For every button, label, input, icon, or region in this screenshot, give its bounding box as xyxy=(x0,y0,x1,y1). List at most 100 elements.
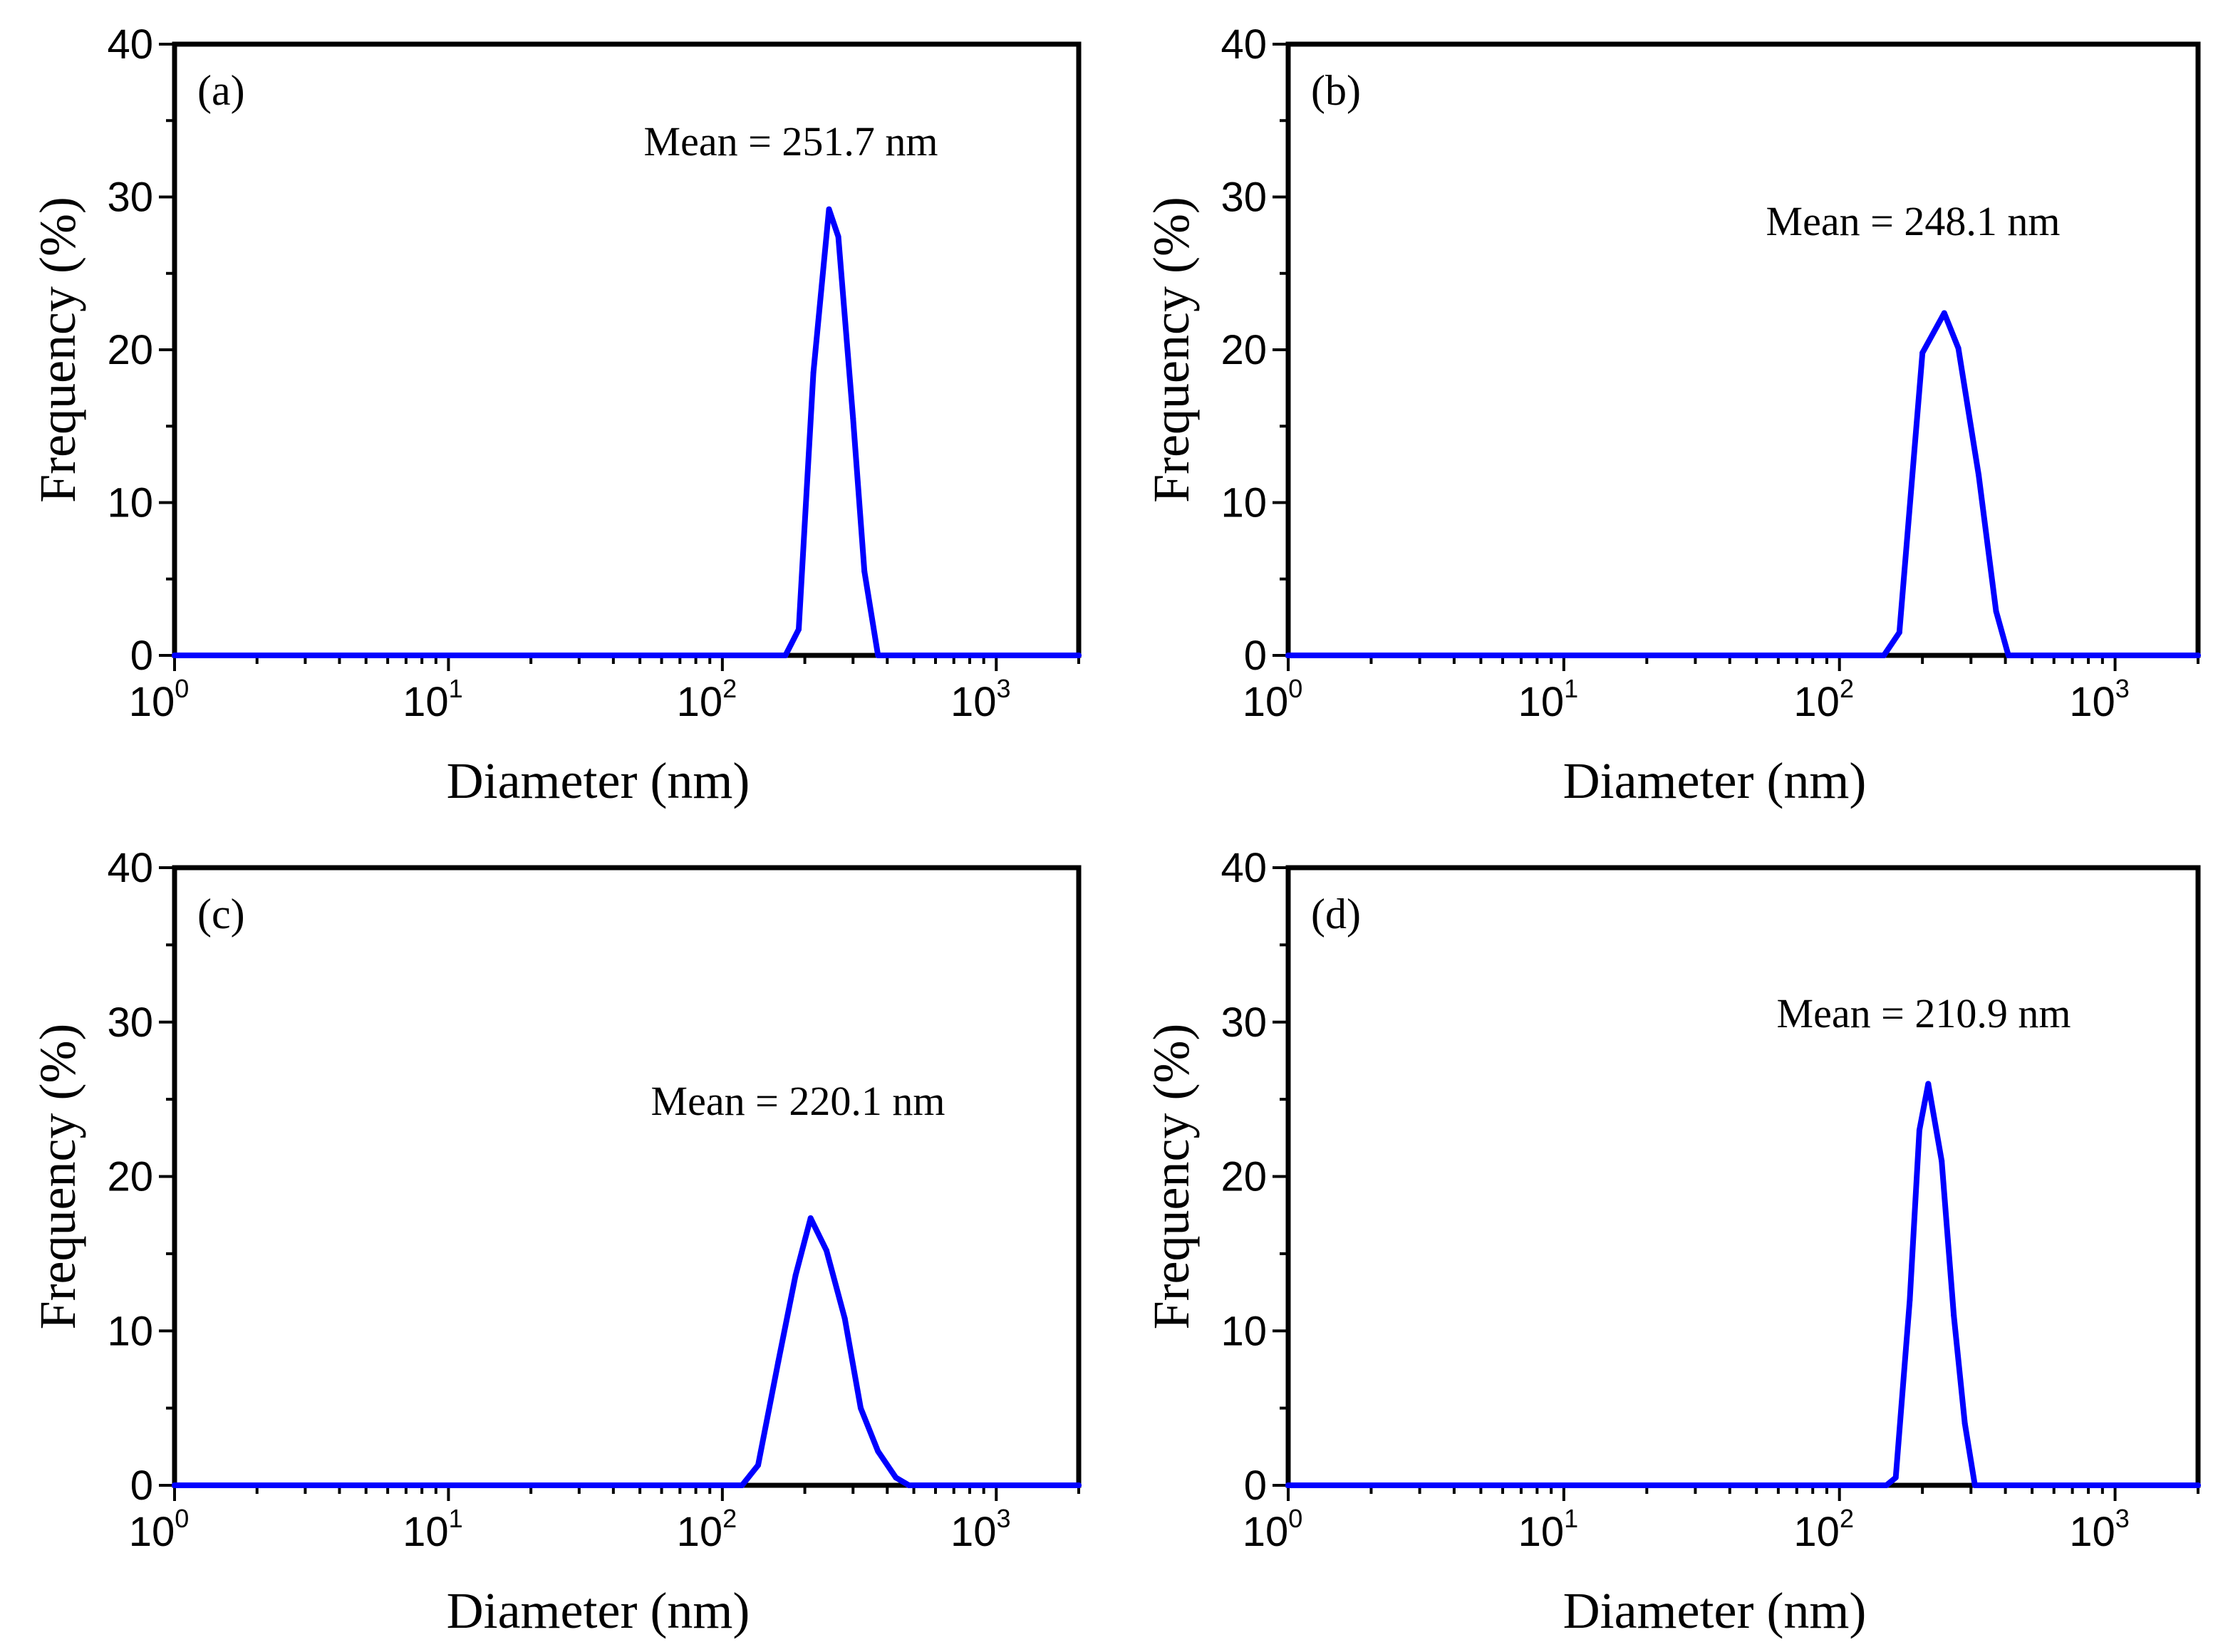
data-point xyxy=(1881,653,1887,658)
data-point xyxy=(858,1405,864,1411)
y-axis-label: Frequency (%) xyxy=(29,1024,86,1330)
panel-label: (d) xyxy=(1311,890,1361,937)
panel-a: 0 10 20 30 40 100 101 102 103 Diameter (nm) Freque… xyxy=(29,21,1082,809)
data-point xyxy=(1916,1127,1922,1133)
x-tick-label: 101 xyxy=(1518,674,1579,725)
panel-d: 0 10 20 30 40 100 101 102 103 Diameter (nm) Freque… xyxy=(1143,845,2201,1639)
data-point xyxy=(810,370,817,376)
x-tick-label: 103 xyxy=(2069,674,2130,725)
y-tick-label: 0 xyxy=(130,1463,153,1509)
y-tick-label: 10 xyxy=(1221,480,1267,526)
data-point xyxy=(807,1215,814,1221)
data-point xyxy=(850,415,856,422)
data-point xyxy=(2195,1482,2201,1488)
x-axis-label: Diameter (nm) xyxy=(447,752,750,809)
frequency-series-line xyxy=(1285,310,2201,658)
data-point xyxy=(835,234,841,240)
data-point xyxy=(875,1448,881,1455)
x-tick-label: 102 xyxy=(1793,1504,1854,1555)
x-tick-label: 102 xyxy=(1793,674,1854,725)
mean-annotation: Mean = 248.1 nm xyxy=(1766,198,2061,244)
data-point xyxy=(1076,653,1082,658)
data-point xyxy=(1925,1081,1932,1087)
y-tick-label: 0 xyxy=(1244,1463,1267,1509)
frequency-series-line xyxy=(172,1215,1082,1488)
data-point xyxy=(172,653,177,658)
data-point xyxy=(2195,653,2201,658)
data-point xyxy=(792,1272,799,1279)
frequency-series-line xyxy=(172,206,1082,658)
y-tick-label: 20 xyxy=(1221,327,1267,373)
data-point xyxy=(875,653,881,658)
y-tick-label: 30 xyxy=(107,999,153,1046)
data-point xyxy=(1955,345,1962,351)
x-tick-label: 100 xyxy=(1243,674,1303,725)
y-axis-label: Frequency (%) xyxy=(1143,197,1200,503)
data-point xyxy=(861,568,868,574)
x-tick-label: 103 xyxy=(950,1504,1011,1555)
data-point xyxy=(1962,1420,1968,1427)
y-tick-label: 10 xyxy=(1221,1308,1267,1354)
x-tick-label: 102 xyxy=(677,1504,737,1555)
y-tick-label: 40 xyxy=(1221,845,1267,891)
x-tick-label: 100 xyxy=(1243,1504,1303,1555)
data-point xyxy=(1883,1482,1890,1488)
data-point xyxy=(1285,1482,1291,1488)
data-point xyxy=(1076,1482,1082,1488)
y-axis-label: Frequency (%) xyxy=(1143,1024,1200,1330)
y-tick-label: 30 xyxy=(1221,175,1267,221)
x-tick-label: 100 xyxy=(129,674,190,725)
data-point xyxy=(1919,350,1926,356)
panel-c: 0 10 20 30 40 100 101 102 103 Diameter (nm) Freque… xyxy=(29,845,1082,1639)
y-tick-label: 40 xyxy=(107,845,153,891)
x-tick-label: 100 xyxy=(129,1504,190,1555)
data-point xyxy=(1951,1312,1957,1319)
data-point xyxy=(1896,629,1902,635)
data-point xyxy=(796,626,802,633)
data-point xyxy=(1285,653,1291,658)
data-point xyxy=(782,653,789,658)
data-point xyxy=(172,1482,177,1488)
data-point xyxy=(755,1462,761,1468)
y-tick-label: 10 xyxy=(107,480,153,526)
data-point xyxy=(906,1482,912,1488)
y-tick-label: 20 xyxy=(1221,1154,1267,1200)
y-tick-label: 30 xyxy=(107,175,153,221)
mean-annotation: Mean = 210.9 nm xyxy=(1777,990,2071,1037)
x-axis-label: Diameter (nm) xyxy=(1563,1582,1867,1639)
data-point xyxy=(824,1247,829,1254)
plot-frame xyxy=(1285,865,2201,1488)
data-point xyxy=(841,1315,848,1321)
y-tick-label: 30 xyxy=(1221,999,1267,1046)
y-tick-label: 10 xyxy=(107,1308,153,1354)
x-tick-label: 101 xyxy=(403,1504,463,1555)
data-point xyxy=(1892,1475,1899,1481)
data-point xyxy=(1976,472,1982,478)
data-point xyxy=(1939,1158,1945,1164)
data-point xyxy=(1907,1297,1913,1303)
panel-label: (a) xyxy=(197,67,245,114)
panel-label: (c) xyxy=(197,890,245,937)
y-tick-label: 0 xyxy=(130,633,153,679)
data-point xyxy=(775,1359,782,1365)
x-tick-label: 103 xyxy=(2069,1504,2130,1555)
x-axis-label: Diameter (nm) xyxy=(447,1582,750,1639)
plot-frame xyxy=(1285,41,2201,658)
data-point xyxy=(739,1482,745,1488)
y-tick-label: 20 xyxy=(107,327,153,373)
x-tick-label: 101 xyxy=(1518,1504,1579,1555)
data-point xyxy=(1971,1482,1978,1488)
data-point xyxy=(1941,310,1947,316)
x-tick-label: 103 xyxy=(950,674,1011,725)
y-tick-label: 40 xyxy=(107,21,153,68)
data-point xyxy=(1993,608,1999,614)
y-tick-label: 20 xyxy=(107,1154,153,1200)
panel-label: (b) xyxy=(1311,67,1361,114)
data-point xyxy=(2005,653,2011,658)
x-tick-label: 101 xyxy=(403,674,463,725)
plot-frame xyxy=(172,41,1082,658)
mean-annotation: Mean = 220.1 nm xyxy=(651,1078,945,1124)
data-point xyxy=(826,206,832,212)
frequency-series-line xyxy=(1285,1081,2201,1488)
